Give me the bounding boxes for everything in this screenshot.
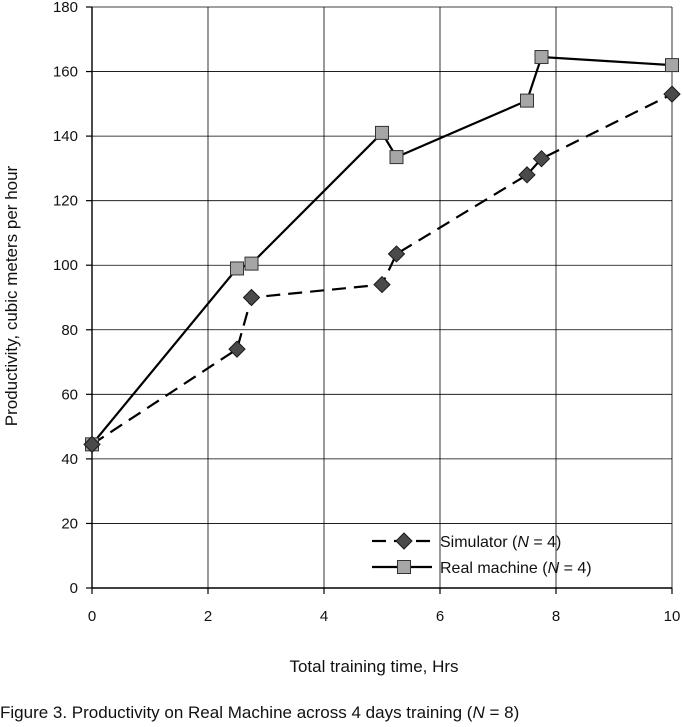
series-lines — [91, 55, 673, 446]
series-line-1 — [91, 55, 673, 446]
series-markers — [83, 50, 681, 454]
series-line-0 — [91, 93, 673, 446]
grid — [91, 6, 673, 589]
data-point-square — [665, 58, 679, 73]
x-tick-label: 10 — [664, 608, 681, 625]
legend-marker-square — [397, 560, 411, 574]
data-point-diamond — [83, 435, 101, 454]
data-point-diamond — [373, 275, 391, 294]
x-tick-label: 0 — [88, 608, 96, 625]
data-point-square — [230, 261, 244, 276]
data-point-diamond — [228, 340, 246, 358]
y-tick-label: 60 — [61, 386, 78, 403]
y-tick-label: 100 — [53, 257, 78, 274]
y-tick-label: 80 — [61, 322, 78, 339]
legend-label-variable: N — [517, 534, 529, 551]
caption-text-pre: Figure 3. Productivity on Real Machine a… — [0, 703, 473, 722]
data-point-square — [375, 125, 389, 140]
y-tick-label: 160 — [53, 64, 78, 81]
legend-label-1: Real machine (N = 4) — [440, 560, 592, 577]
legend-label-text: Simulator ( — [440, 534, 518, 551]
x-tick-label: 6 — [436, 608, 444, 625]
legend: Simulator (N = 4)Real machine (N = 4) — [372, 532, 592, 577]
y-tick-label: 40 — [61, 451, 78, 468]
data-point-square — [534, 50, 549, 65]
legend-label-text: = 4) — [529, 534, 561, 551]
data-point-diamond — [532, 149, 551, 168]
chart: 0 20 40 60 80 100 120 140 160 180 0 2 4 6 8 10 Simulato… — [2, 0, 681, 676]
y-tick-label: 180 — [53, 0, 78, 16]
caption-variable: N — [472, 703, 485, 722]
y-tick-label: 140 — [53, 128, 78, 145]
data-point-diamond — [387, 245, 406, 263]
y-tick-label: 20 — [61, 515, 78, 532]
data-point-diamond — [518, 166, 536, 184]
legend-label-variable: N — [548, 560, 560, 577]
legend-label-0: Simulator (N = 4) — [440, 534, 561, 551]
caption-text-post: = 8) — [484, 703, 520, 722]
data-point-square — [520, 93, 534, 108]
x-tick-label: 8 — [552, 608, 560, 625]
x-axis-title: Total training time, Hrs — [289, 657, 458, 676]
data-point-square — [244, 256, 259, 271]
legend-label-text: = 4) — [559, 560, 591, 577]
data-point-square — [389, 150, 404, 165]
tick-labels: 0 20 40 60 80 100 120 140 160 180 0 2 4 6 8 10 — [53, 0, 680, 625]
data-point-diamond — [242, 288, 261, 307]
x-tick-label: 2 — [204, 608, 212, 625]
x-tick-label: 4 — [320, 608, 328, 625]
y-tick-label: 0 — [70, 580, 78, 597]
figure-caption: Figure 3. Productivity on Real Machine a… — [0, 703, 519, 723]
y-tick-label: 120 — [53, 193, 78, 210]
legend-label-text: Real machine ( — [440, 560, 548, 577]
legend-marker-diamond — [395, 532, 413, 550]
data-point-diamond — [663, 85, 681, 103]
y-axis-title: Productivity, cubic meters per hour — [2, 165, 21, 426]
axes — [86, 6, 673, 594]
